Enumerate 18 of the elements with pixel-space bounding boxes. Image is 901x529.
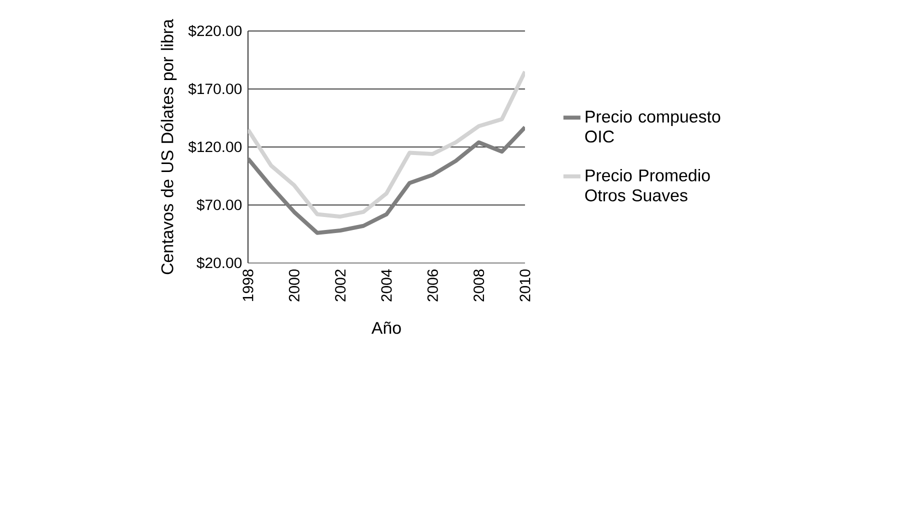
y-tick-label: $120.00	[188, 140, 242, 154]
line-series	[248, 125, 526, 235]
x-tick-label: 2000	[288, 269, 300, 302]
line-series	[248, 70, 526, 219]
legend-label: Precio compuesto OIC	[585, 110, 720, 143]
y-tick-label: $70.00	[196, 198, 242, 212]
x-tick-label: 2002	[335, 270, 346, 302]
legend-label: Precio Promedio Otros Suaves	[585, 168, 710, 202]
x-tick-label: 2008	[474, 270, 484, 302]
x-tick-label: 2010	[520, 269, 530, 302]
y-tick-label: $170.00	[188, 82, 242, 96]
x-axis-title: Año	[371, 322, 401, 334]
x-tick-label: 2006	[427, 270, 438, 302]
x-tick-label: 1998	[242, 270, 254, 301]
y-tick-label: $20.00	[196, 256, 242, 270]
x-tick-label: 2004	[381, 269, 392, 302]
y-axis-title: Centavos de US Dólates por libra	[160, 19, 177, 274]
y-tick-label: $220.00	[188, 24, 242, 38]
